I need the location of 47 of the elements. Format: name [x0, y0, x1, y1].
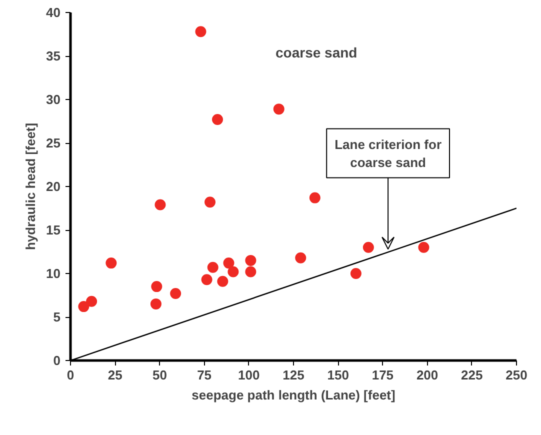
y-tick-label: 5	[53, 310, 61, 324]
x-tick-label: 0	[66, 368, 74, 382]
x-tick-label: 75	[197, 368, 212, 382]
y-tick-label: 0	[53, 353, 61, 368]
point	[309, 192, 320, 204]
x-tick-label: 175	[372, 368, 394, 382]
point	[201, 274, 212, 286]
point	[150, 298, 162, 310]
point	[207, 262, 218, 273]
point	[245, 254, 256, 266]
x-tick-label: 25	[108, 368, 122, 382]
point	[204, 196, 216, 208]
point	[273, 104, 284, 115]
x-axis-title: seepage path length (Lane) [feet]	[192, 388, 396, 402]
point	[154, 199, 166, 210]
y-tick-label: 25	[46, 136, 61, 150]
y-tick-label: 20	[46, 179, 61, 194]
point	[151, 281, 162, 292]
point	[245, 266, 256, 278]
annotation: Lane criterion for coarse sand	[334, 136, 442, 170]
point	[106, 258, 117, 269]
point	[223, 258, 234, 269]
y-tick-label: 10	[46, 266, 61, 281]
y-tick-label: 40	[46, 5, 61, 20]
x-tick-label: 250	[506, 368, 528, 382]
x-tick-label: 150	[327, 368, 349, 382]
x-tick-label: 50	[152, 368, 167, 382]
x-tick-label: 100	[238, 368, 260, 382]
point	[212, 114, 223, 125]
point	[217, 276, 228, 287]
point	[362, 242, 374, 253]
point	[418, 242, 430, 253]
point	[86, 296, 98, 307]
y-tick-label: 15	[46, 222, 61, 238]
point	[350, 268, 362, 279]
x-tick-label: 125	[282, 368, 304, 382]
point	[195, 26, 206, 38]
y-tick-label: 30	[46, 92, 61, 107]
y-axis-title: hydraulic head [feet]	[23, 122, 38, 250]
point	[295, 252, 306, 264]
point	[228, 266, 239, 278]
point	[78, 301, 90, 312]
annotation: coarse sand	[276, 44, 358, 60]
x-tick-label: 225	[461, 368, 483, 382]
point	[170, 288, 182, 299]
y-tick-label: 35	[46, 48, 61, 64]
x-tick-label: 200	[416, 368, 438, 382]
